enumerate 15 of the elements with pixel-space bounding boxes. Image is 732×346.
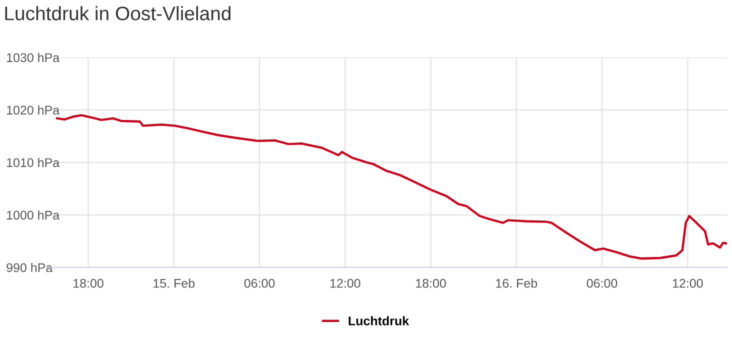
x-tick-label: 06:00 bbox=[244, 278, 275, 288]
y-tick-label: 1000 hPa bbox=[7, 210, 60, 220]
y-tick-label: 1030 hPa bbox=[7, 52, 60, 62]
y-tick-label: 990 hPa bbox=[6, 262, 53, 272]
x-tick-label: 15. Feb bbox=[154, 278, 195, 288]
y-tick-label: 1010 hPa bbox=[7, 158, 60, 168]
x-tick-label: 06:00 bbox=[586, 278, 618, 288]
x-tick-label: 18:00 bbox=[416, 278, 446, 288]
x-tick-label: 12:00 bbox=[672, 278, 703, 288]
x-tick-label: 18:00 bbox=[74, 278, 104, 288]
x-tick-label: 12:00 bbox=[330, 278, 360, 288]
chart-title: Luchtdruk in Oost-Vlieland bbox=[5, 6, 230, 20]
x-tick-label: 16. Feb bbox=[496, 278, 538, 288]
legend-label: Luchtdruk bbox=[348, 316, 410, 326]
y-tick-label: 1020 hPa bbox=[7, 105, 60, 115]
